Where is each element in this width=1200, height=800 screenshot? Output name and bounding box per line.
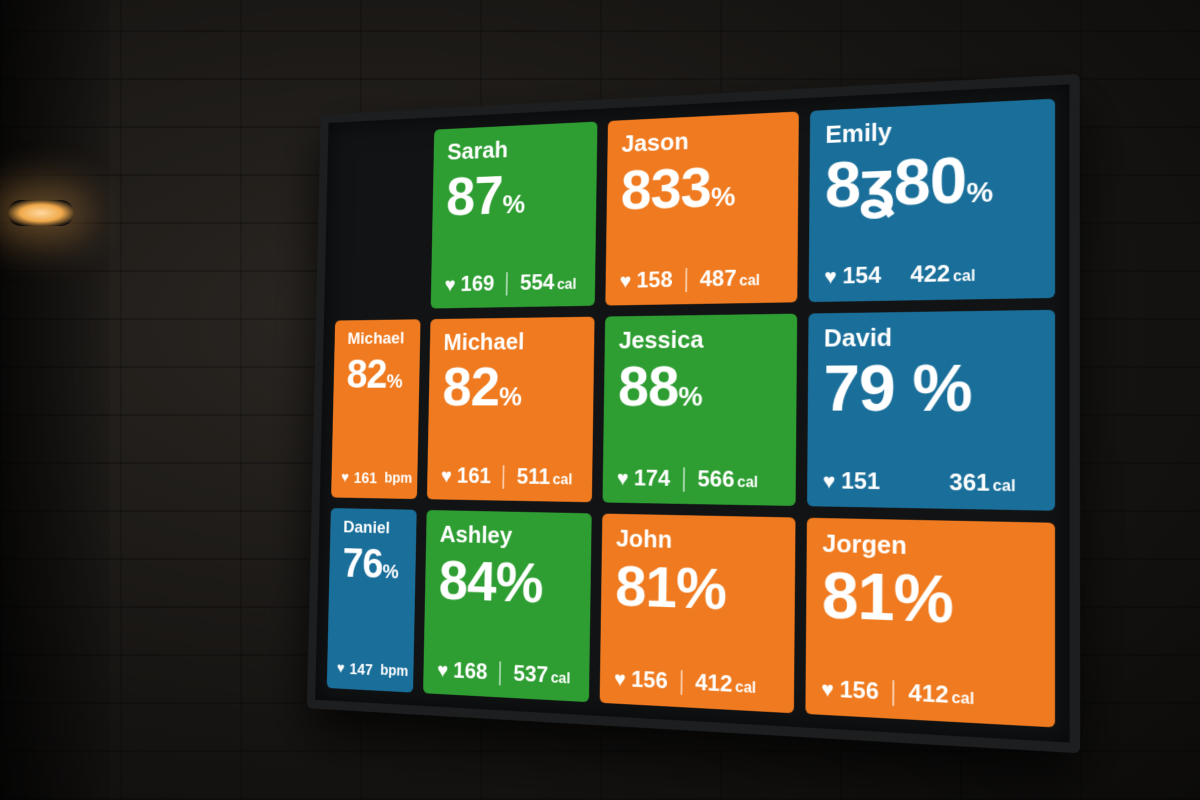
heart-rate: 158	[636, 267, 672, 294]
effort-percent: 87%	[446, 162, 583, 225]
heart-icon: ♥	[437, 658, 448, 682]
participant-tile: Michael 82% ♥ 161 bpm	[331, 319, 421, 499]
calories: 412	[908, 680, 948, 709]
participant-tile: Emily 8ʓ80% ♥ 154 422 cal	[809, 99, 1055, 302]
stats-row: ♥ 161 511 cal	[441, 464, 578, 491]
heart-rate: 156	[631, 667, 668, 695]
leaderboard-monitor: Sarah 87% ♥ 169 554 cal Jason 833% ♥ 158 48…	[307, 74, 1080, 753]
calories: 361	[949, 470, 989, 497]
calories: 422	[910, 261, 950, 288]
heart-rate: 154	[842, 262, 881, 290]
divider	[499, 661, 501, 685]
calories-unit: cal	[739, 273, 760, 289]
calories-unit: cal	[551, 670, 571, 687]
participant-tile: Jessica 88% ♥ 174 566 cal	[602, 313, 797, 506]
effort-percent: 76%	[342, 541, 403, 586]
stats-row: ♥ 147 bpm	[337, 660, 401, 681]
divider	[503, 465, 505, 489]
calories-unit: cal	[953, 268, 975, 285]
participant-name: Michael	[347, 330, 407, 349]
heart-icon: ♥	[824, 264, 837, 289]
effort-percent: 82%	[442, 357, 580, 417]
calories-unit: cal	[993, 478, 1016, 495]
participant-name: Emily	[825, 111, 1039, 148]
heart-rate-unit: bpm	[380, 663, 408, 681]
participant-tile: Ashley 84% ♥ 168 537 cal	[423, 510, 591, 702]
divider	[893, 680, 895, 706]
heart-icon: ♥	[337, 661, 345, 677]
heart-rate: 151	[841, 469, 880, 497]
calories: 554	[520, 270, 555, 295]
stats-row: ♥ 156 412 cal	[821, 676, 1038, 715]
participant-name: Jessica	[619, 325, 783, 353]
participant-tile: Michael 82% ♥ 161 511 cal	[427, 316, 594, 502]
stats-row: ♥ 154 422 cal	[824, 259, 1038, 291]
calories-unit: cal	[557, 277, 577, 293]
calories-unit: cal	[952, 690, 975, 708]
calories-unit: cal	[737, 475, 758, 491]
effort-percent: 82%	[346, 352, 407, 395]
effort-percent: 81%	[615, 556, 780, 623]
effort-percent: 8ʓ80%	[825, 143, 1039, 219]
divider	[683, 468, 685, 492]
calories: 537	[513, 661, 548, 688]
calories: 566	[697, 467, 734, 493]
empty-slot	[335, 130, 424, 310]
divider	[680, 670, 682, 695]
heart-icon: ♥	[823, 469, 836, 494]
participant-name: Daniel	[343, 519, 403, 539]
participant-name: Jason	[621, 123, 784, 157]
divider	[685, 268, 687, 292]
heart-icon: ♥	[614, 667, 626, 692]
stats-row: ♥ 158 487 cal	[619, 265, 782, 294]
heart-icon: ♥	[441, 465, 452, 489]
participant-tile: John 81% ♥ 156 412 cal	[599, 514, 795, 713]
divider	[913, 470, 915, 495]
heart-rate: 174	[634, 466, 671, 493]
calories-unit: cal	[735, 679, 756, 696]
effort-percent: 79 %	[823, 354, 1038, 425]
heart-rate: 169	[460, 271, 494, 297]
effort-percent: 88%	[618, 356, 782, 418]
stats-row: ♥ 161 bpm	[341, 470, 404, 489]
heart-icon: ♥	[821, 677, 834, 703]
participant-name: Jorgen	[822, 530, 1038, 563]
participant-grid: Sarah 87% ♥ 169 554 cal Jason 833% ♥ 158 48…	[327, 99, 1055, 728]
stats-row: ♥ 156 412 cal	[614, 666, 779, 701]
calories: 487	[700, 266, 737, 292]
heart-rate: 161	[354, 470, 377, 488]
effort-percent: 81%	[822, 561, 1039, 639]
participant-name: Sarah	[447, 133, 583, 165]
participant-tile: Jorgen 81% ♥ 156 412 cal	[806, 518, 1055, 727]
heart-icon: ♥	[341, 471, 349, 487]
participant-name: David	[824, 322, 1039, 352]
effort-percent: 833%	[620, 154, 783, 220]
effort-percent: 84%	[438, 551, 576, 615]
heart-icon: ♥	[444, 273, 455, 296]
divider	[506, 272, 508, 295]
participant-tile: Jason 833% ♥ 158 487 cal	[605, 111, 799, 305]
stats-row: ♥ 174 566 cal	[617, 466, 781, 495]
stats-row: ♥ 169 554 cal	[444, 269, 581, 297]
calories: 412	[695, 670, 733, 698]
heart-rate: 147	[349, 661, 373, 680]
participant-name: Michael	[443, 328, 580, 355]
participant-name: John	[616, 525, 781, 556]
participant-tile: David 79 % ♥ 151 361 cal	[807, 309, 1055, 511]
calories-unit: cal	[553, 472, 573, 488]
heart-rate: 156	[840, 677, 879, 706]
participant-tile: Daniel 76% ♥ 147 bpm	[327, 508, 417, 692]
participant-name: Ashley	[440, 521, 578, 550]
heart-icon: ♥	[617, 467, 629, 491]
heart-rate: 161	[457, 464, 491, 490]
heart-icon: ♥	[619, 269, 631, 293]
stats-row: ♥ 151 361 cal	[823, 468, 1039, 498]
divider	[895, 263, 897, 288]
stats-row: ♥ 168 537 cal	[437, 658, 575, 691]
heart-rate: 168	[453, 658, 488, 685]
participant-tile: Sarah 87% ♥ 169 554 cal	[431, 122, 597, 309]
calories: 511	[516, 465, 550, 490]
heart-rate-unit: bpm	[384, 471, 412, 487]
